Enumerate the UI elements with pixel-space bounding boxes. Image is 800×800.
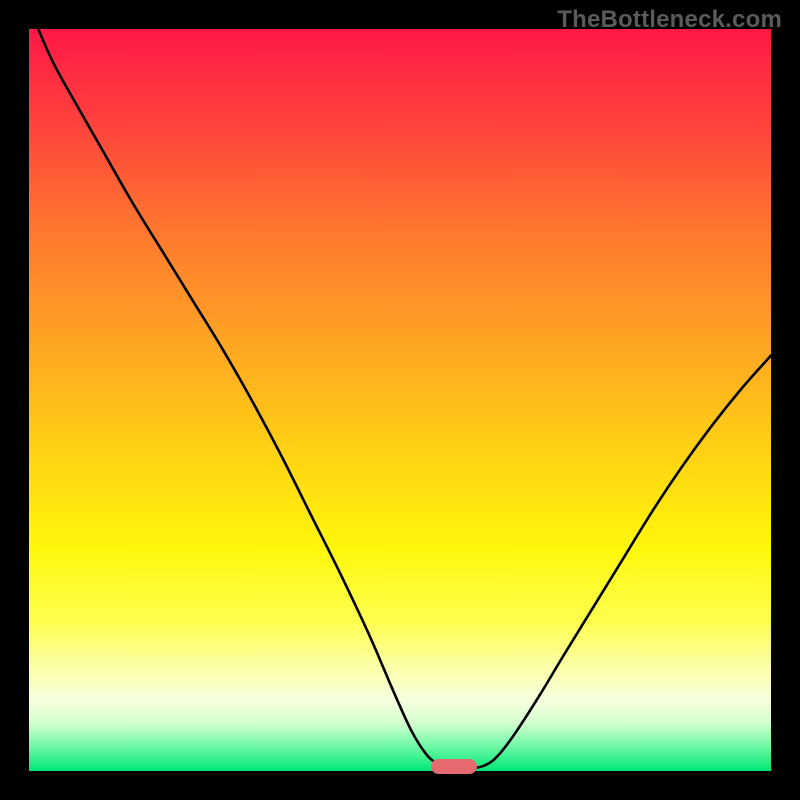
optimal-point-marker (431, 759, 477, 775)
bottleneck-curve-chart (29, 29, 771, 771)
plot-area (29, 29, 771, 771)
gradient-background (29, 29, 771, 771)
chart-frame: TheBottleneck.com (0, 0, 800, 800)
